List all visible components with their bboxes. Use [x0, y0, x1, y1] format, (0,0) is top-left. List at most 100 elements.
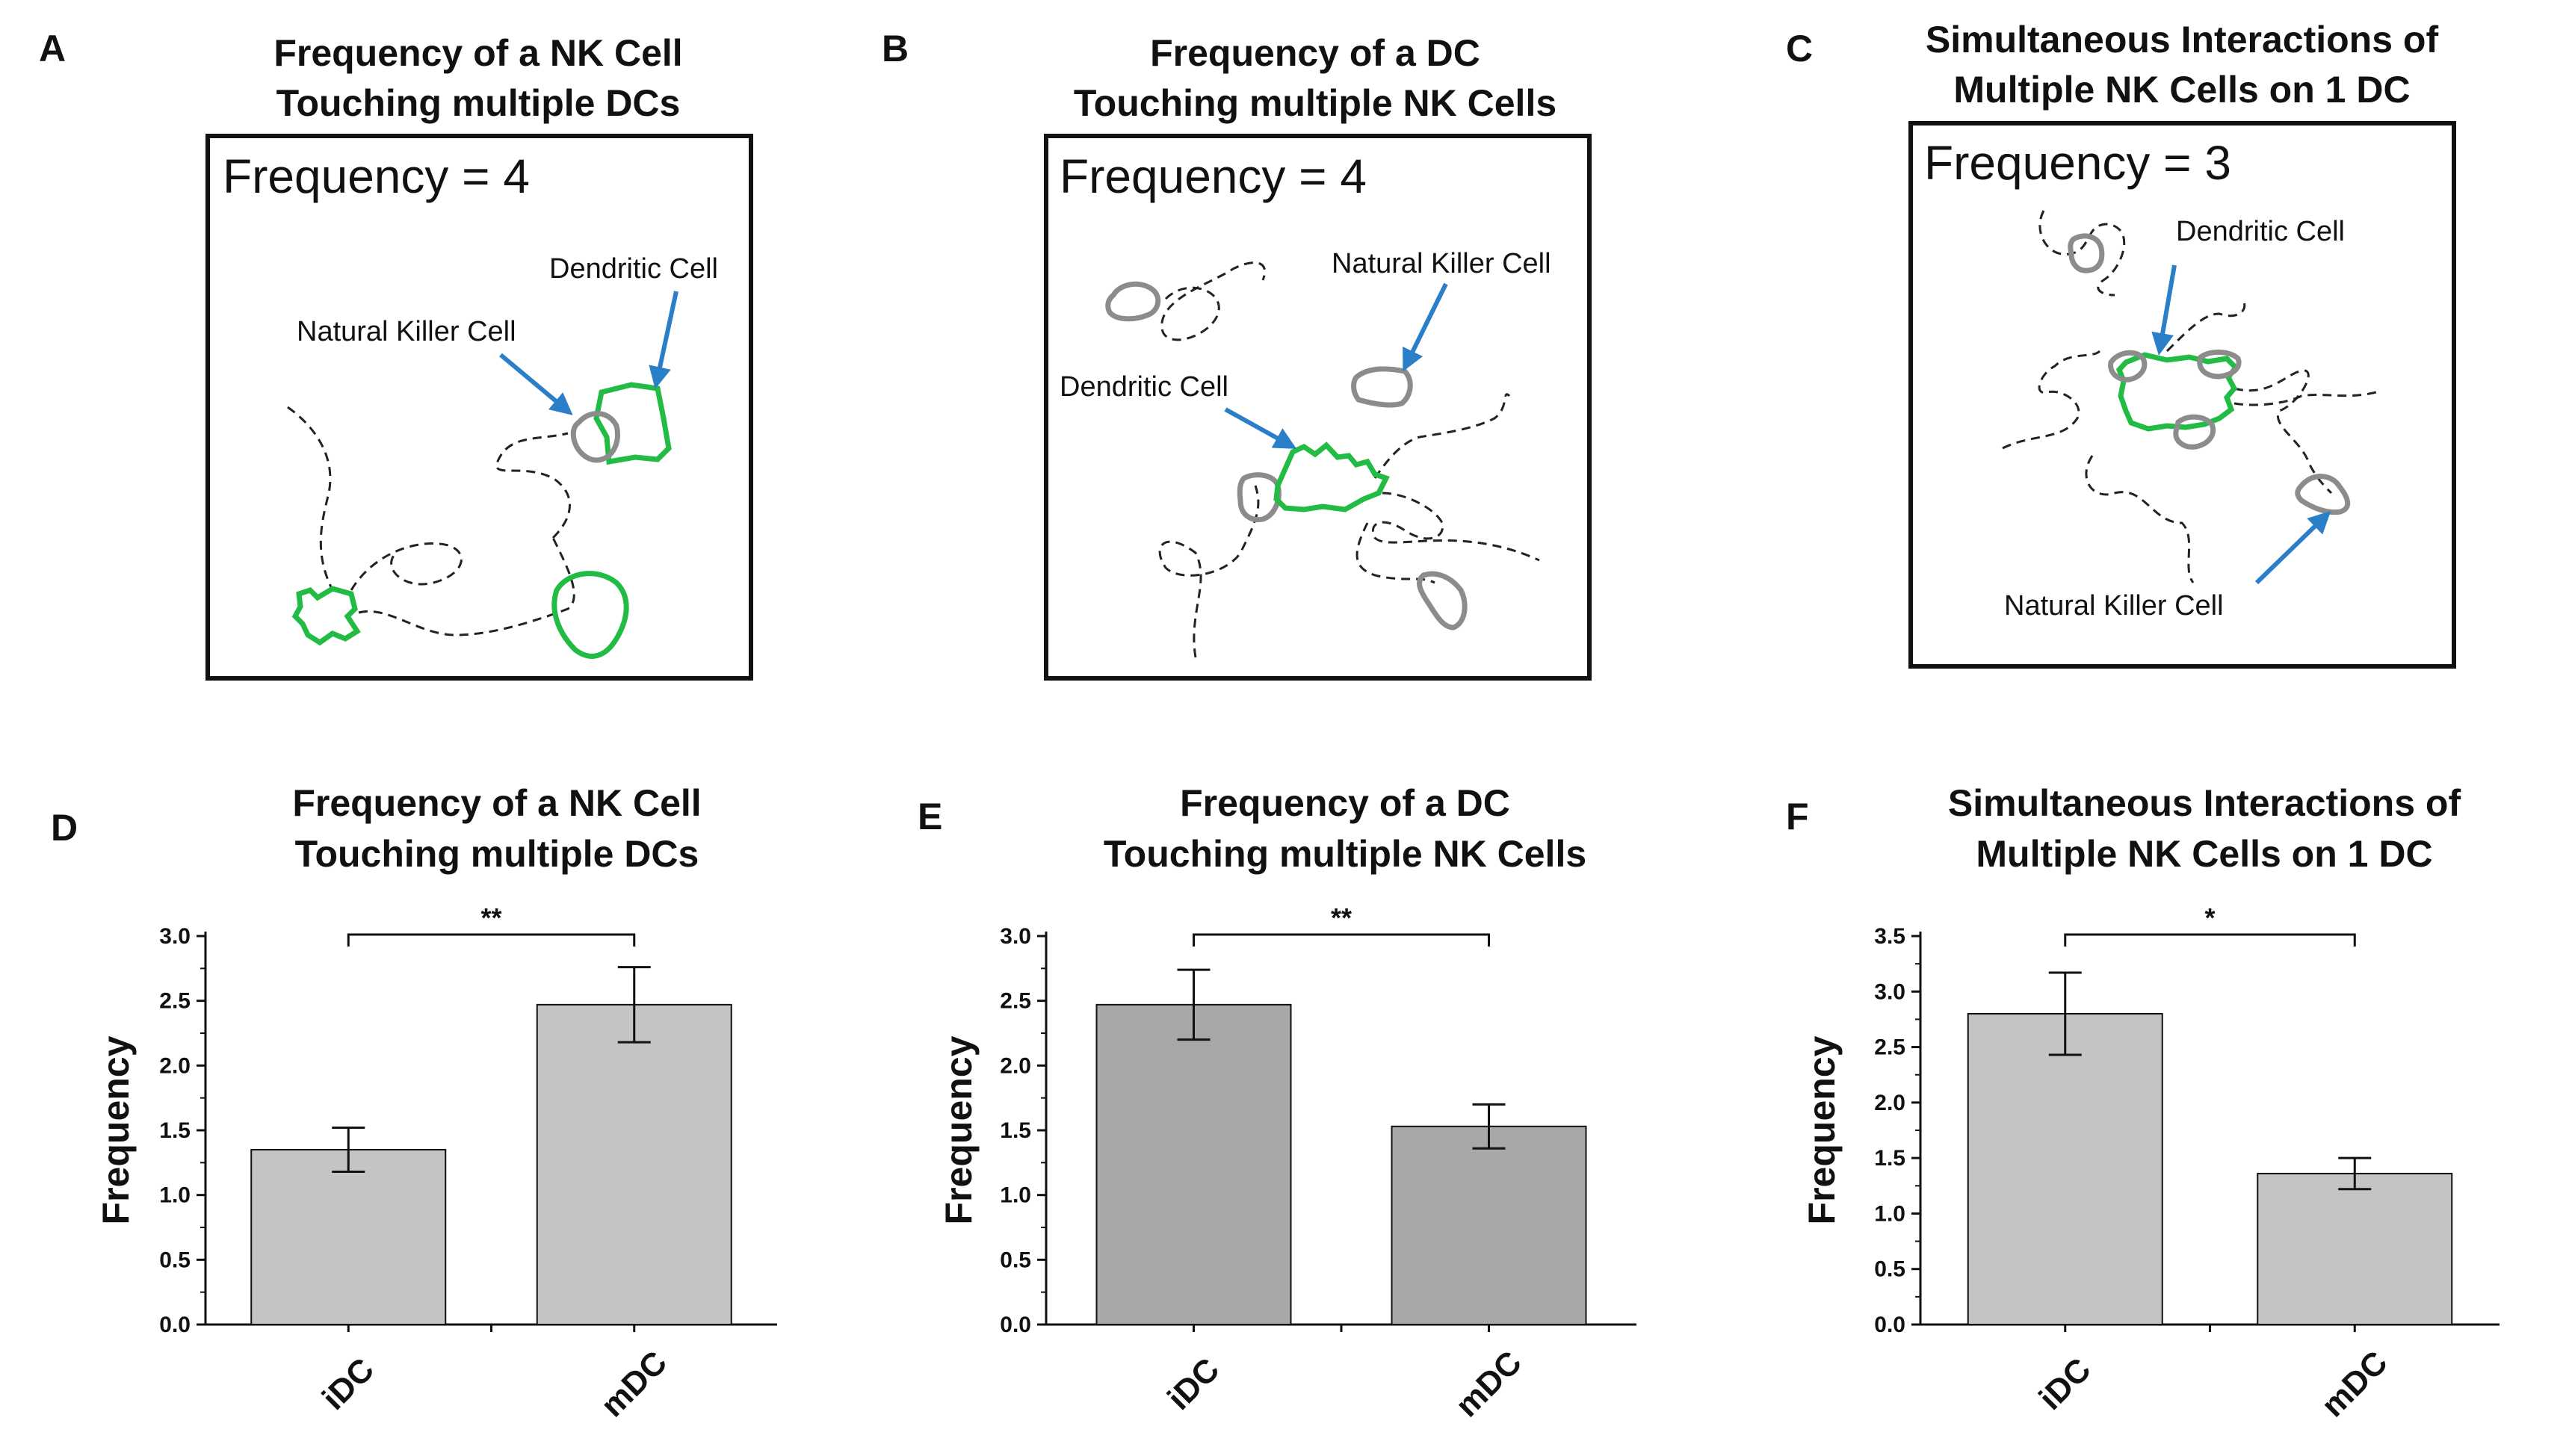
- bar: [536, 1003, 732, 1326]
- chart-title-line-2: Touching multiple NK Cells: [1104, 833, 1586, 875]
- trajectory-path: [2165, 297, 2246, 353]
- significance-bracket: [2064, 933, 2356, 947]
- schematic-panel-b: B Frequency of a DC Touching multiple NK…: [882, 28, 1592, 681]
- schematic-title-line-2: Multiple NK Cells on 1 DC: [1953, 69, 2410, 111]
- bar-charts: Frequency of a NK Cell Touching multiple …: [95, 782, 2500, 1424]
- dendritic-cell-label: Dendritic Cell: [1060, 371, 1228, 403]
- trajectory-path: [1373, 393, 1511, 479]
- nk-cell-shape: [2068, 233, 2105, 273]
- chart-title-line-2: Multiple NK Cells on 1 DC: [1976, 833, 2432, 875]
- frequency-text: Frequency = 3: [1924, 136, 2231, 190]
- significance-marker: **: [1331, 902, 1352, 933]
- y-tick-label: 3.0: [159, 924, 191, 949]
- pointer-arrow: [2254, 510, 2331, 585]
- significance-bracket: [347, 933, 636, 947]
- bar: [2257, 1172, 2453, 1326]
- bar: [1391, 1125, 1587, 1326]
- chart-f: Simultaneous Interactions of Multiple NK …: [1801, 782, 2500, 1424]
- trajectory-path: [2233, 391, 2377, 406]
- trajectory-path: [2233, 369, 2333, 495]
- schematic-title-line-1: Frequency of a DC: [1150, 32, 1480, 74]
- y-tick-label: 2.0: [1000, 1053, 1031, 1078]
- nk-cell-label: Natural Killer Cell: [1332, 248, 1551, 279]
- y-tick-label: 1.5: [159, 1118, 191, 1143]
- significance-bracket: [1193, 933, 1490, 947]
- y-tick-label: 3.0: [1874, 979, 1905, 1004]
- y-tick-label: 2.5: [159, 989, 191, 1014]
- trajectory-path: [2038, 210, 2126, 297]
- chart-title-line-1: Frequency of a DC: [1180, 782, 1510, 824]
- y-tick-label: 3.0: [1000, 924, 1031, 949]
- y-tick-label: 0.5: [1874, 1257, 1905, 1282]
- nk-cell-label: Natural Killer Cell: [297, 316, 516, 347]
- dendritic-cell-shape: [2115, 352, 2239, 432]
- schematic-frame: [1908, 121, 2456, 669]
- chart-title-line-1: Simultaneous Interactions of: [1948, 782, 2461, 824]
- bar: [1967, 1013, 2163, 1325]
- bar: [250, 1149, 447, 1325]
- pointer-arrow: [1403, 282, 1448, 372]
- dendritic-cell-shape: [551, 571, 629, 659]
- y-axis-label: Frequency: [1801, 1035, 1843, 1224]
- pointer-arrow: [499, 353, 573, 415]
- pointer-arrow: [2151, 264, 2177, 356]
- panel-label-c: C: [1786, 28, 1813, 69]
- schematic-panel-a: A Frequency of a NK Cell Touching multip…: [39, 28, 753, 681]
- panel-label-a: A: [39, 28, 66, 69]
- schematic-title-line-2: Touching multiple NK Cells: [1074, 82, 1556, 124]
- dendritic-cell-label: Dendritic Cell: [2176, 216, 2345, 247]
- nk-cell-shape: [2197, 350, 2242, 380]
- trajectory-path: [2085, 455, 2195, 583]
- nk-cell-shape: [1237, 472, 1282, 523]
- dendritic-cell-label: Dendritic Cell: [549, 253, 718, 285]
- chart-e: Frequency of a DC Touching multiple NK Ce…: [938, 782, 1636, 1424]
- bar: [1095, 1003, 1292, 1326]
- category-label: iDC: [1160, 1351, 1226, 1417]
- panel-label-f: F: [1786, 796, 1809, 837]
- pointer-arrow: [649, 291, 678, 389]
- category-label: iDC: [2032, 1351, 2097, 1417]
- y-tick-label: 0.5: [1000, 1248, 1031, 1272]
- trajectory-path: [1160, 261, 1267, 341]
- frequency-text: Frequency = 4: [223, 149, 530, 203]
- chart-title-line-1: Frequency of a NK Cell: [292, 782, 701, 824]
- nk-cell-shape: [570, 411, 620, 463]
- schematic-title-line-2: Touching multiple DCs: [276, 82, 681, 124]
- trajectory-path: [350, 542, 463, 591]
- trajectory-path: [495, 432, 571, 539]
- nk-cell-label: Natural Killer Cell: [2004, 590, 2224, 622]
- schematic-panel-c: C Simultaneous Interactions of Multiple …: [1786, 19, 2456, 669]
- panel-label-b: B: [882, 28, 909, 69]
- schematic-title-line-1: Simultaneous Interactions of: [1926, 19, 2439, 61]
- y-tick-label: 1.5: [1000, 1118, 1031, 1143]
- y-tick-label: 1.0: [1874, 1201, 1905, 1226]
- chart-d: Frequency of a NK Cell Touching multiple …: [95, 782, 777, 1424]
- y-tick-label: 2.0: [159, 1053, 191, 1078]
- trajectory-path: [1372, 492, 1540, 562]
- category-label: mDC: [594, 1344, 674, 1424]
- schematic-frame: [205, 134, 753, 681]
- y-tick-label: 3.5: [1874, 924, 1905, 949]
- y-tick-label: 1.0: [159, 1183, 191, 1208]
- nk-cell-shape: [2295, 474, 2351, 515]
- nk-cell-shape: [1105, 281, 1161, 322]
- panel-label-e: E: [918, 796, 942, 837]
- y-tick-label: 0.0: [1000, 1313, 1031, 1337]
- nk-cell-shape: [2108, 350, 2148, 382]
- significance-marker: **: [480, 902, 501, 933]
- panel-label-d: D: [51, 807, 78, 849]
- y-tick-label: 0.0: [1874, 1313, 1905, 1337]
- y-tick-label: 2.5: [1000, 989, 1031, 1014]
- category-label: iDC: [315, 1351, 381, 1417]
- pointer-arrow: [1224, 407, 1297, 449]
- nk-cell-shape: [2173, 414, 2216, 450]
- frequency-text: Frequency = 4: [1060, 149, 1367, 203]
- y-axis-label: Frequency: [95, 1035, 137, 1224]
- nk-cell-shape: [1351, 366, 1413, 408]
- schematic-frame: [1044, 134, 1592, 681]
- dendritic-cell-shape: [1273, 442, 1390, 512]
- y-axis-label: Frequency: [938, 1035, 980, 1224]
- y-tick-label: 1.5: [1874, 1146, 1905, 1171]
- y-tick-label: 2.0: [1874, 1091, 1905, 1115]
